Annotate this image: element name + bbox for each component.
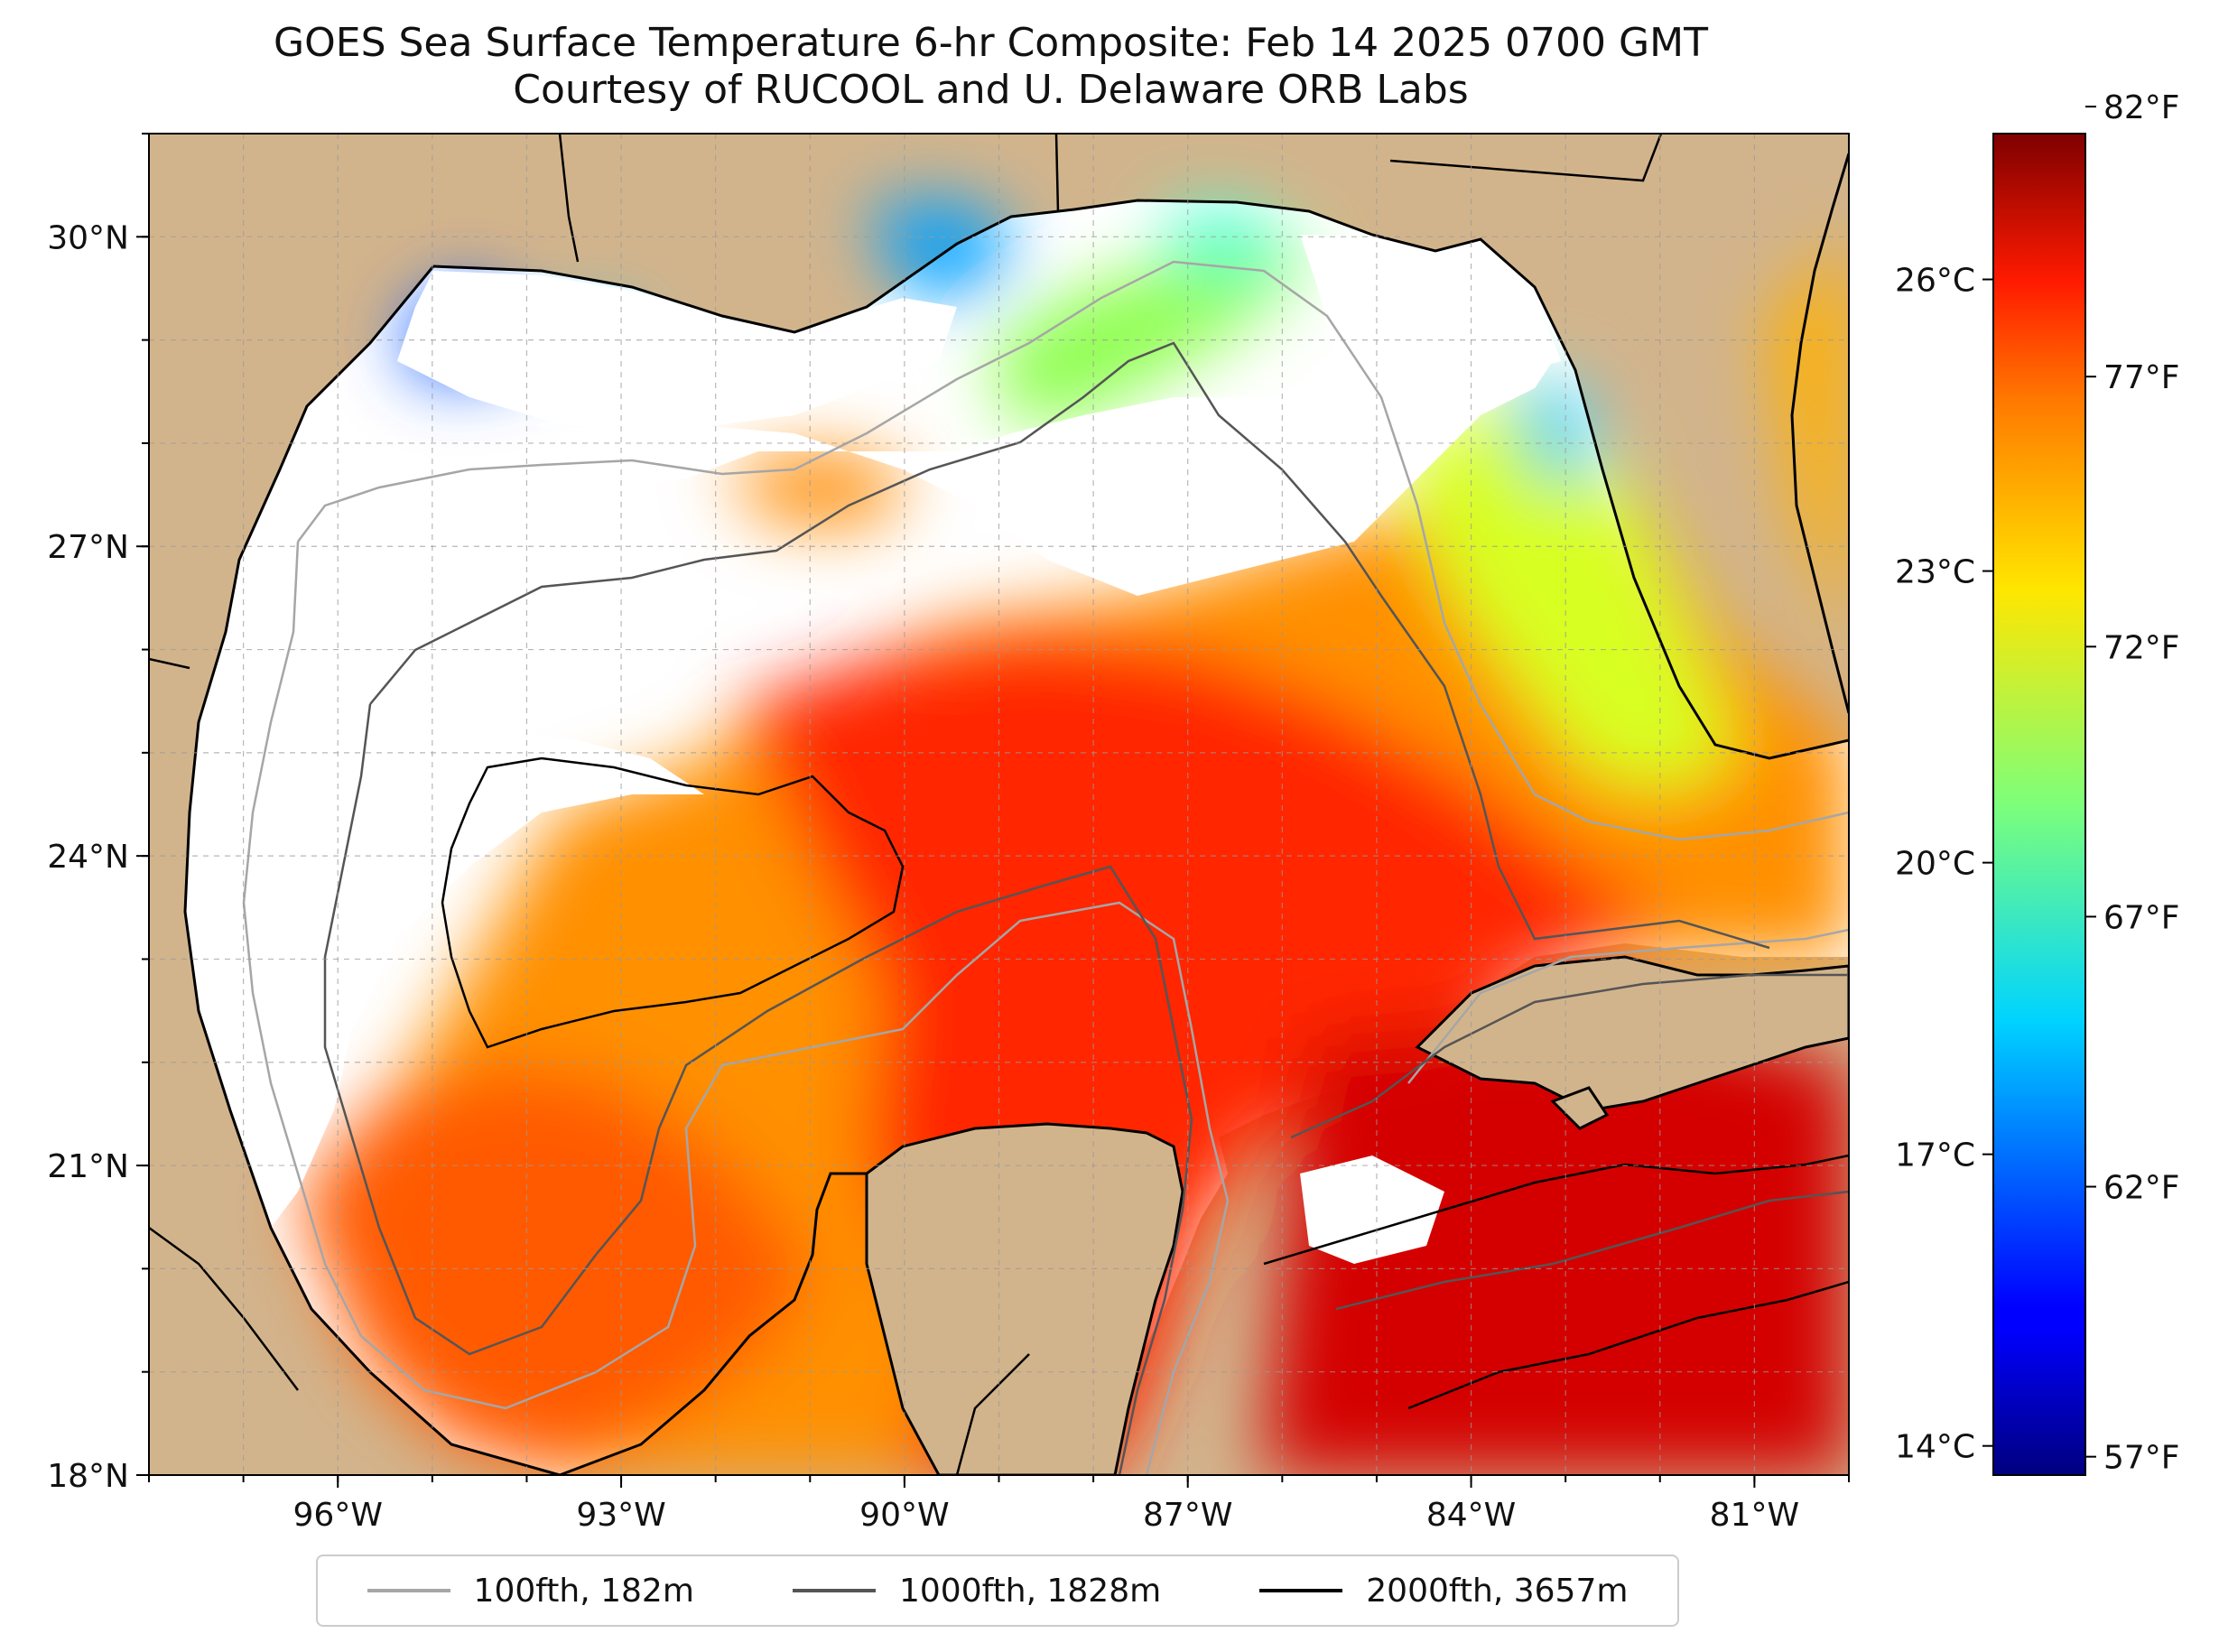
fahrenheit-tick-label: 62°F: [2103, 1170, 2180, 1207]
celsius-tick-label: 23°C: [1895, 554, 1975, 591]
gulf-coastline: [432, 199, 1849, 760]
lat-tick-label: 24°N: [47, 839, 129, 876]
sst-orange-patch-texas: [722, 451, 912, 524]
fahrenheit-tick-label: 82°F: [2103, 89, 2180, 126]
isle-of-youth: [1550, 1086, 1610, 1130]
contour-100fth-north: [297, 260, 1849, 841]
legend-label-2000fth: 2000fth, 3657m: [1366, 1572, 1629, 1610]
sst-florida-yellow: [1399, 370, 1742, 794]
contour-2000fth-caribbean-2: [1407, 1280, 1849, 1410]
legend-swatch-2000fth: [1259, 1589, 1343, 1592]
colorbar-fahrenheit-axis: 57°F 62°F 67°F 72°F 77°F 82°F: [2085, 89, 2180, 1477]
bathymetry-legend: 100fth, 182m 1000fth, 1828m 2000fth, 365…: [316, 1555, 1679, 1627]
lat-tick-label: 27°N: [47, 529, 129, 566]
colorbar-celsius-axis: 14°C 17°C 20°C 23°C 26°C: [1895, 263, 1993, 1466]
no-data-yucatan-sea: [1300, 1155, 1444, 1264]
lon-tick-label: 93°W: [576, 1497, 665, 1534]
lat-tick-label: 30°N: [47, 219, 129, 256]
lat-tick-label: 21°N: [47, 1148, 129, 1185]
border-tx-la: [558, 134, 580, 263]
title-line-2: Courtesy of RUCOOL and U. Delaware ORB L…: [513, 67, 1469, 113]
bathymetry-1000fth: [323, 341, 1849, 1475]
legend-swatch-100fth: [367, 1589, 450, 1592]
legend-item-100fth: 100fth, 182m: [367, 1573, 694, 1610]
border-al-fl: [1389, 134, 1663, 182]
legend-swatch-1000fth: [793, 1589, 876, 1592]
legend-label-1000fth: 1000fth, 1828m: [899, 1572, 1162, 1610]
bathymetry-100fth: [242, 260, 1849, 1475]
celsius-tick-label: 26°C: [1895, 263, 1975, 300]
contour-1000fth-main: [369, 341, 1770, 950]
lon-tick-label: 87°W: [1143, 1497, 1232, 1534]
no-data-big-bend: [1300, 235, 1562, 397]
gulf-coastline-west: [183, 265, 561, 1475]
border-mx-us: [149, 657, 190, 670]
gridlines: [149, 134, 1849, 1475]
sst-florida-shelf-cyan: [1517, 379, 1598, 487]
title-line-1: GOES Sea Surface Temperature 6-hr Compos…: [274, 20, 1708, 66]
longitude-axis: 96°W 93°W 90°W 87°W 84°W 81°W: [148, 1475, 1850, 1534]
fahrenheit-tick-label: 67°F: [2103, 899, 2180, 936]
sst-shelf-green: [993, 235, 1318, 424]
contour-2000fth-caribbean: [1263, 1154, 1849, 1266]
lon-tick-label: 96°W: [293, 1497, 383, 1534]
fahrenheit-tick-label: 57°F: [2103, 1440, 2180, 1477]
contour-100fth-cuba: [1407, 928, 1849, 1084]
yucatan-peninsula: [865, 1122, 1184, 1475]
legend-item-1000fth: 1000fth, 1828m: [793, 1573, 1161, 1610]
lon-tick-label: 84°W: [1426, 1497, 1516, 1534]
sst-cool-mississippi-delta: [867, 199, 1011, 298]
no-data-central-north: [560, 352, 1553, 596]
sst-caribbean-red: [1264, 1011, 1849, 1475]
no-data-west-shelf: [185, 686, 704, 1228]
lat-tick-label: 18°N: [47, 1458, 129, 1495]
border-mx-states: [149, 1226, 299, 1391]
celsius-tick-label: 20°C: [1895, 846, 1975, 883]
border-mx-guat: [955, 1353, 1030, 1475]
florida-atlantic-coast: [1790, 153, 1849, 714]
fahrenheit-tick-label: 77°F: [2103, 359, 2180, 396]
lon-tick-label: 90°W: [859, 1497, 949, 1534]
gulf-coastline-south: [559, 1172, 867, 1475]
contour-100fth-west: [242, 541, 1230, 1475]
no-data-north-shelf: [397, 271, 957, 433]
lon-tick-label: 81°W: [1710, 1497, 1799, 1534]
no-data-gaps: [185, 235, 1562, 1264]
celsius-tick-label: 14°C: [1895, 1429, 1975, 1466]
fahrenheit-tick-label: 72°F: [2103, 629, 2180, 666]
political-borders: [149, 134, 1663, 1475]
contour-2000fth-sigsbee: [441, 756, 905, 1049]
contour-1000fth-cuba: [1290, 973, 1849, 1139]
legend-label-100fth: 100fth, 182m: [473, 1572, 694, 1610]
sst-cool-shelf-east: [1156, 208, 1282, 271]
colorbar: [1992, 133, 2086, 1476]
contour-1000fth-caribbean: [1335, 1190, 1849, 1311]
celsius-tick-label: 17°C: [1895, 1137, 1975, 1174]
map-area: [149, 134, 1849, 1475]
map-title: GOES Sea Surface Temperature 6-hr Compos…: [0, 20, 1982, 114]
latitude-axis: 30°N 27°N 24°N 21°N 18°N: [47, 133, 149, 1495]
contour-1000fth-west: [323, 703, 1193, 1475]
bathymetry-2000fth: [441, 756, 1849, 1410]
border-la-ms: [1054, 134, 1060, 213]
legend-item-2000fth: 2000fth, 3657m: [1259, 1573, 1628, 1610]
